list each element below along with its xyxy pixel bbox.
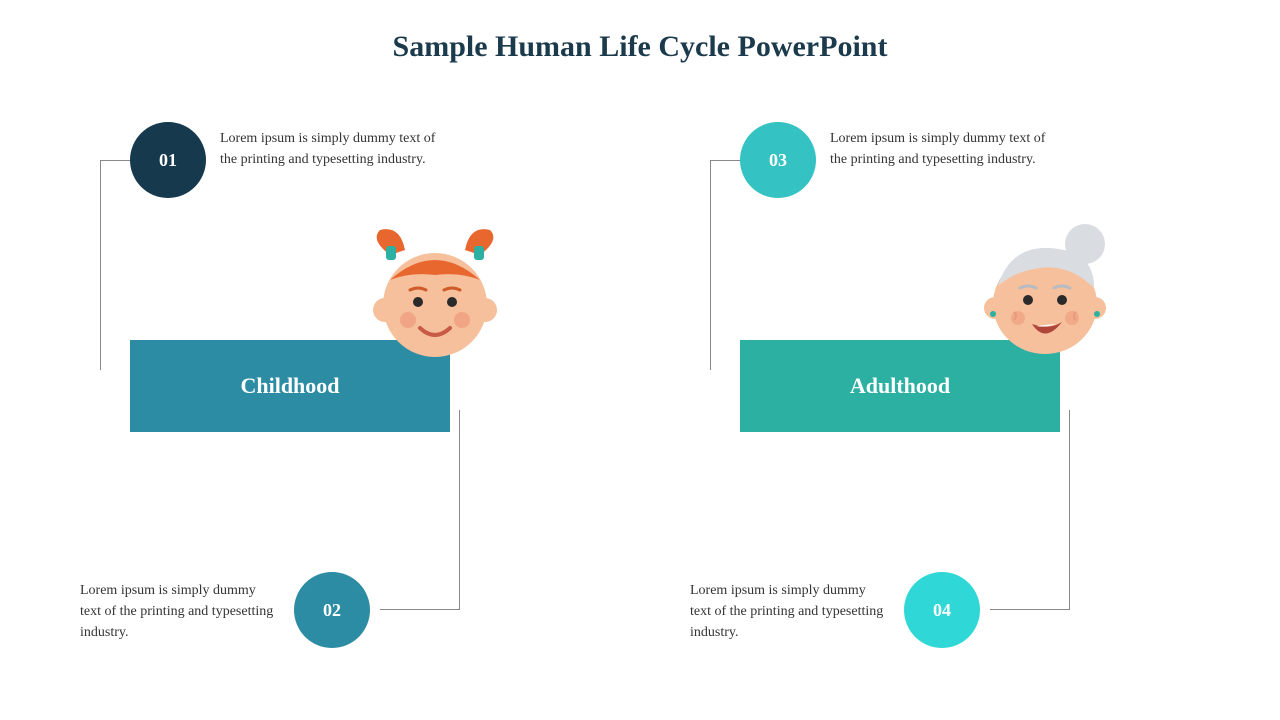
desc-01: Lorem ipsum is simply dummy text of the … xyxy=(220,128,450,170)
stage-label: Adulthood xyxy=(850,373,950,399)
connector-top xyxy=(710,160,760,370)
connector-bottom xyxy=(990,410,1070,610)
slide-title: Sample Human Life Cycle PowerPoint xyxy=(0,30,1280,64)
connector-bottom xyxy=(380,410,460,610)
panel-adulthood: 03 Lorem ipsum is simply dummy text of t… xyxy=(680,110,1220,670)
desc-02: Lorem ipsum is simply dummy text of the … xyxy=(80,580,280,643)
number-badge-02: 02 xyxy=(294,572,370,648)
desc-03: Lorem ipsum is simply dummy text of the … xyxy=(830,128,1060,170)
number-badge-04: 04 xyxy=(904,572,980,648)
number-badge-01: 01 xyxy=(130,122,206,198)
number-label: 04 xyxy=(933,600,951,621)
number-label: 01 xyxy=(159,150,177,171)
stage-label: Childhood xyxy=(240,373,339,399)
number-label: 03 xyxy=(769,150,787,171)
desc-04: Lorem ipsum is simply dummy text of the … xyxy=(690,580,890,643)
elder-face-icon xyxy=(970,216,1120,366)
child-face-icon xyxy=(360,220,510,370)
number-label: 02 xyxy=(323,600,341,621)
connector-top xyxy=(100,160,150,370)
number-badge-03: 03 xyxy=(740,122,816,198)
panel-childhood: 01 Lorem ipsum is simply dummy text of t… xyxy=(70,110,610,670)
